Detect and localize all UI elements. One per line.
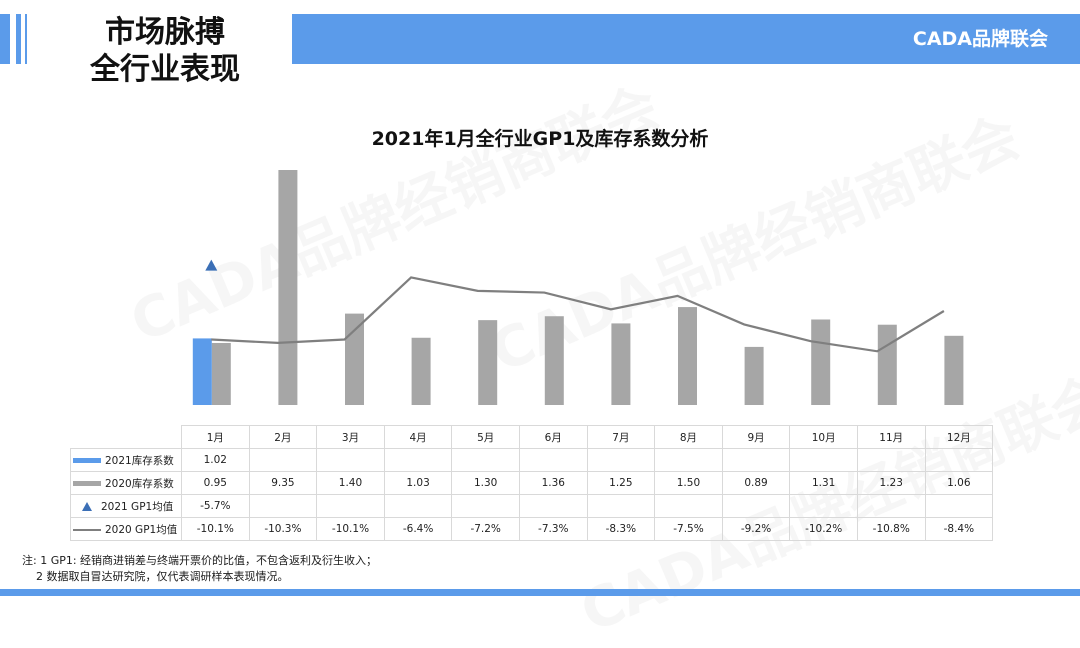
data-label [249,495,317,518]
category-label: 6月 [519,426,587,449]
data-label [249,449,317,472]
data-label [790,449,858,472]
bar-2020-3 [345,314,364,405]
data-label [925,449,993,472]
bar-2020-5 [478,320,497,405]
category-label: 12月 [925,426,993,449]
data-label: 9.35 [249,472,317,495]
legend-entry: 2021 GP1均值 [71,495,182,518]
data-label: -8.3% [587,518,655,541]
legend-label: 2020 GP1均值 [105,524,177,536]
data-label [587,449,655,472]
bar-2020-8 [678,307,697,405]
data-label: 1.23 [857,472,925,495]
bar-2020-10 [811,319,830,405]
footnotes: 注: 1 GP1: 经销商进销差与终端开票价的比值，不包含返利及衍生收入； 2 … [22,553,377,585]
category-label: 1月 [182,426,250,449]
legend-entry: 2021库存系数 [71,449,182,472]
marker-2021-gp1-1 [205,260,217,271]
data-label: -10.8% [857,518,925,541]
legend-label: 2021 GP1均值 [101,501,173,513]
data-label: 1.30 [452,472,520,495]
table-row: 2021库存系数 1.02 [71,449,993,472]
data-label [655,449,723,472]
data-label [317,449,385,472]
data-label: 0.95 [182,472,250,495]
data-label [452,495,520,518]
category-label: 11月 [857,426,925,449]
bar-2020-6 [545,316,564,405]
data-label: -10.1% [182,518,250,541]
bar-2020-11 [878,325,897,405]
data-label [317,495,385,518]
data-label: -7.5% [655,518,723,541]
legend-entry: 2020库存系数 [71,472,182,495]
footnote-2: 2 数据取自冒达研究院，仅代表调研样本表现情况。 [22,569,377,585]
data-label [857,495,925,518]
category-label: 2月 [249,426,317,449]
data-label [790,495,858,518]
data-label [384,495,452,518]
chart-plot [0,0,1080,425]
data-label [722,495,790,518]
bar-2020-2 [278,170,297,405]
data-label: 0.89 [722,472,790,495]
data-label: -10.1% [317,518,385,541]
bar-2020-9 [745,347,764,405]
data-label: -9.2% [722,518,790,541]
legend-swatch [73,529,101,531]
data-label: 1.31 [790,472,858,495]
data-label [519,449,587,472]
bar-2020-1 [212,343,231,405]
data-label [452,449,520,472]
table-row: 2021 GP1均值 -5.7% [71,495,993,518]
data-label: -5.7% [182,495,250,518]
category-label: 7月 [587,426,655,449]
data-label: 1.02 [182,449,250,472]
data-label [519,495,587,518]
legend-swatch [73,458,101,463]
legend-entry: 2020 GP1均值 [71,518,182,541]
data-label [587,495,655,518]
category-label: 8月 [655,426,723,449]
data-label: 1.50 [655,472,723,495]
data-label: -7.2% [452,518,520,541]
data-label: -10.2% [790,518,858,541]
category-label: 4月 [384,426,452,449]
data-label: 1.25 [587,472,655,495]
data-label [722,449,790,472]
bar-2020-7 [611,323,630,405]
footnote-1: 注: 1 GP1: 经销商进销差与终端开票价的比值，不包含返利及衍生收入； [22,553,377,569]
data-label: 1.03 [384,472,452,495]
legend-label: 2021库存系数 [105,455,174,467]
category-label: 9月 [722,426,790,449]
data-label: -6.4% [384,518,452,541]
bar-2020-12 [944,336,963,405]
table-row: 2020 GP1均值-10.1%-10.3%-10.1%-6.4%-7.2%-7… [71,518,993,541]
data-label [925,495,993,518]
category-label: 10月 [790,426,858,449]
footer-band [0,589,1080,596]
category-label: 5月 [452,426,520,449]
category-label: 3月 [317,426,385,449]
bar-2021-1 [193,338,212,405]
data-label: 1.06 [925,472,993,495]
data-label: 1.40 [317,472,385,495]
table-corner [71,426,182,449]
data-label [655,495,723,518]
data-label: 1.36 [519,472,587,495]
line-2020-gp1 [211,277,944,351]
data-label: -7.3% [519,518,587,541]
bar-2020-4 [412,338,431,405]
legend-swatch [82,502,92,511]
data-label [384,449,452,472]
data-label [857,449,925,472]
legend-swatch [73,481,101,486]
legend-label: 2020库存系数 [105,478,174,490]
data-label: -10.3% [249,518,317,541]
data-label: -8.4% [925,518,993,541]
